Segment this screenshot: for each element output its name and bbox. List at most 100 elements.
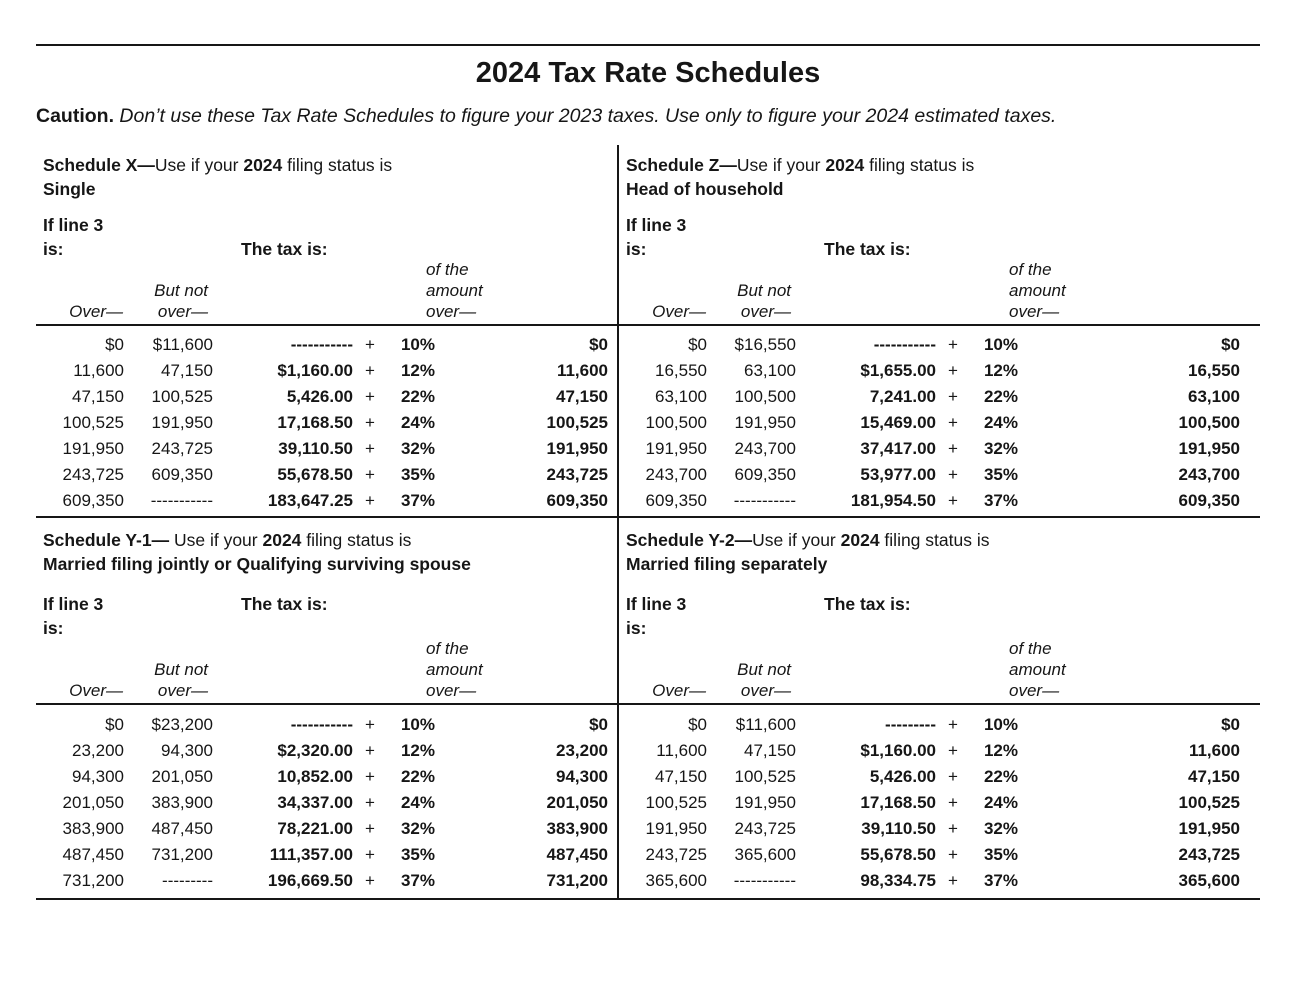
base-tax-value: $1,655.00: [860, 361, 936, 380]
plus-sign: +: [365, 439, 375, 458]
tax-rate-value: 10%: [400, 335, 435, 354]
plus-sign: +: [365, 387, 375, 406]
but-not-over-value: 609,350: [151, 465, 213, 484]
plus-sign: +: [948, 335, 958, 354]
plus-sign: +: [365, 741, 375, 760]
schedule-year: 2024: [243, 155, 283, 175]
over-value: 191,950: [645, 819, 707, 838]
if-line3-line1: If line 3: [626, 594, 687, 614]
plus-sign: +: [365, 819, 375, 838]
top-divider-rule: [36, 44, 1260, 46]
of-amount-value: 365,600: [1178, 871, 1240, 890]
schedule-title-text2: filing status is: [864, 155, 975, 175]
tax-rate-value: 12%: [400, 361, 435, 380]
but-not-line1: But not: [737, 281, 791, 300]
if-line3-line2: is:: [626, 618, 647, 638]
of-amount-value: 94,300: [556, 767, 608, 786]
plus-sign: +: [365, 413, 375, 432]
over-value: 191,950: [645, 439, 707, 458]
schedule-title-text2: filing status is: [282, 155, 393, 175]
schedule-z-rows: $0 $16,550 ----------- + 10% $0 16,550 6…: [619, 326, 1260, 516]
but-not-over-value: $23,200: [151, 715, 213, 734]
base-tax-value: 5,426.00: [869, 767, 936, 786]
tax-bracket-row: 63,100 100,500 7,241.00 + 22% 63,100: [619, 384, 1240, 410]
of-amount-value: 383,900: [546, 819, 608, 838]
schedule-name: Schedule Y-1—: [43, 530, 174, 550]
base-tax-value: 17,168.50: [277, 413, 353, 432]
over-value: 11,600: [73, 361, 124, 380]
schedule-y2-rows: $0 $11,600 --------- + 10% $0 11,600 47,…: [619, 705, 1260, 898]
base-tax-value: 55,678.50: [277, 465, 353, 484]
of-amount-value: 47,150: [1188, 767, 1240, 786]
caution-label: Caution.: [36, 105, 114, 127]
tax-schedules-table: Schedule X—Use if your 2024 filing statu…: [36, 145, 1260, 900]
over-column-header: Over—: [69, 302, 123, 321]
base-tax-value: 98,334.75: [860, 871, 936, 890]
tax-bracket-row: $0 $23,200 ----------- + 10% $0: [36, 712, 608, 738]
of-amount-line3: over—: [1009, 302, 1060, 321]
base-tax-value: -----------: [873, 335, 936, 354]
tax-bracket-row: 191,950 243,700 37,417.00 + 32% 191,950: [619, 436, 1240, 462]
tax-bracket-row: 243,700 609,350 53,977.00 + 35% 243,700: [619, 462, 1240, 488]
plus-sign: +: [365, 793, 375, 812]
plus-sign: +: [365, 465, 375, 484]
tax-rate-value: 35%: [400, 465, 435, 484]
over-value: 365,600: [645, 871, 707, 890]
of-amount-value: 731,200: [546, 871, 608, 890]
filing-status: Married filing jointly or Qualifying sur…: [43, 554, 471, 574]
plus-sign: +: [948, 413, 958, 432]
base-tax-value: 10,852.00: [277, 767, 353, 786]
base-tax-value: $1,160.00: [277, 361, 353, 380]
but-not-over-value: 243,725: [734, 819, 796, 838]
but-not-over-value: 487,450: [151, 819, 213, 838]
over-column-header: Over—: [652, 302, 706, 321]
over-value: 100,525: [62, 413, 124, 432]
base-tax-value: $2,320.00: [277, 741, 353, 760]
over-value: $0: [105, 715, 124, 734]
but-not-over-value: 63,100: [744, 361, 796, 380]
filing-status: Head of household: [626, 179, 784, 199]
schedule-title: Schedule Y-1— Use if your 2024 filing st…: [36, 528, 617, 576]
over-column-header: Over—: [69, 681, 123, 700]
plus-sign: +: [948, 387, 958, 406]
filing-status: Married filing separately: [626, 554, 828, 574]
schedule-title-text: Use if your: [752, 530, 841, 550]
schedule-title-text: Use if your: [736, 155, 826, 175]
tax-bracket-row: 100,525 191,950 17,168.50 + 24% 100,525: [619, 790, 1240, 816]
plus-sign: +: [948, 465, 958, 484]
of-amount-value: 100,500: [1178, 413, 1240, 432]
tax-rate-value: 24%: [400, 413, 435, 432]
over-value: 23,200: [72, 741, 124, 760]
condition-row: If line 3 is: The tax is:: [619, 592, 1260, 640]
over-value: $0: [105, 335, 124, 354]
schedule-title-text: Use if your: [173, 530, 263, 550]
tax-is-label: The tax is:: [824, 594, 911, 614]
page-title: 2024 Tax Rate Schedules: [475, 57, 821, 89]
tax-rate-value: 22%: [400, 767, 435, 786]
tax-bracket-row: 23,200 94,300 $2,320.00 + 12% 23,200: [36, 738, 608, 764]
of-amount-value: 100,525: [546, 413, 608, 432]
of-amount-value: 191,950: [1178, 439, 1240, 458]
schedule-y1-header: Schedule Y-1— Use if your 2024 filing st…: [36, 518, 617, 705]
but-not-line2: over—: [157, 681, 208, 700]
tax-rate-value: 22%: [983, 387, 1018, 406]
tax-rate-value: 37%: [983, 871, 1018, 890]
of-amount-value: 100,525: [1178, 793, 1240, 812]
over-value: $0: [688, 335, 707, 354]
if-line3-line1: If line 3: [43, 215, 104, 235]
tax-rate-value: 24%: [983, 793, 1018, 812]
tax-bracket-row: 243,725 609,350 55,678.50 + 35% 243,725: [36, 462, 608, 488]
tax-bracket-row: $0 $16,550 ----------- + 10% $0: [619, 332, 1240, 358]
base-tax-value: 196,669.50: [267, 871, 353, 890]
of-amount-value: 201,050: [546, 793, 608, 812]
tax-rate-value: 12%: [400, 741, 435, 760]
plus-sign: +: [948, 793, 958, 812]
tax-rate-value: 24%: [983, 413, 1018, 432]
of-amount-value: 243,700: [1178, 465, 1240, 484]
of-amount-value: $0: [1221, 335, 1240, 354]
but-not-over-value: $11,600: [735, 715, 796, 734]
tax-rate-value: 32%: [983, 819, 1018, 838]
of-amount-column-header: of the amount over—: [426, 259, 483, 322]
tax-rate-value: 37%: [400, 871, 435, 890]
base-tax-value: 39,110.50: [861, 819, 936, 838]
